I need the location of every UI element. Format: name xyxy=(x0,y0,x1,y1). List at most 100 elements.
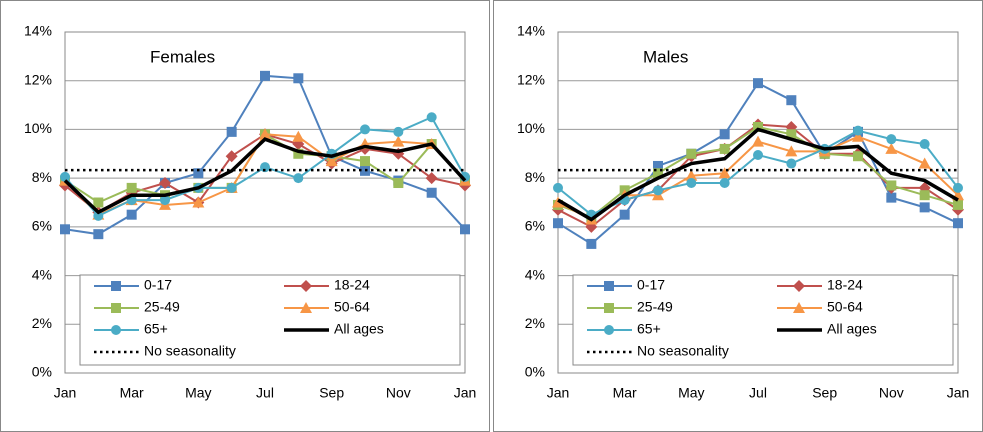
marker xyxy=(60,171,70,182)
marker xyxy=(293,148,304,159)
y-tick-label: 14% xyxy=(24,23,52,39)
marker xyxy=(786,129,797,140)
marker xyxy=(460,224,470,235)
x-tick-label: Sep xyxy=(319,385,344,401)
marker xyxy=(604,325,614,335)
y-tick-label: 10% xyxy=(24,120,52,136)
x-tick-label: Jan xyxy=(54,385,77,401)
y-tick-label: 12% xyxy=(517,71,545,87)
panel-border xyxy=(0,0,490,432)
y-tick-label: 4% xyxy=(525,266,545,282)
marker xyxy=(752,135,764,147)
marker xyxy=(793,280,805,292)
marker xyxy=(853,151,863,162)
marker xyxy=(885,142,898,154)
marker xyxy=(653,160,663,171)
x-tick-label: Jul xyxy=(749,385,767,401)
marker xyxy=(886,134,897,145)
legend-label: 0-17 xyxy=(144,277,172,293)
marker xyxy=(260,162,270,173)
legend-label: 65+ xyxy=(637,321,661,337)
marker xyxy=(126,209,137,220)
marker xyxy=(426,187,437,198)
y-tick-label: 4% xyxy=(32,266,52,282)
marker xyxy=(653,168,663,179)
marker xyxy=(919,139,930,150)
legend-label: 0-17 xyxy=(637,277,665,293)
y-tick-label: 2% xyxy=(32,315,52,331)
marker xyxy=(953,182,963,193)
marker xyxy=(300,280,312,292)
x-tick-label: Sep xyxy=(812,385,837,401)
x-tick-label: Jul xyxy=(256,385,274,401)
legend-label: 50-64 xyxy=(334,299,370,315)
marker xyxy=(753,78,763,89)
marker xyxy=(93,210,104,221)
marker xyxy=(753,150,763,161)
marker xyxy=(300,302,312,313)
y-tick-label: 8% xyxy=(525,169,545,185)
marker xyxy=(553,182,563,193)
y-tick-label: 8% xyxy=(32,169,52,185)
legend-label: 18-24 xyxy=(827,277,863,293)
marker xyxy=(292,130,305,142)
marker xyxy=(753,121,763,132)
marker xyxy=(604,281,614,291)
marker xyxy=(586,238,597,249)
chart-title: Females xyxy=(150,47,215,66)
marker xyxy=(426,112,437,123)
chart-title: Males xyxy=(643,47,688,66)
marker xyxy=(111,303,121,313)
legend-label: 50-64 xyxy=(827,299,863,315)
marker xyxy=(718,167,731,179)
marker xyxy=(685,169,698,181)
marker xyxy=(293,73,304,84)
y-tick-label: 6% xyxy=(32,218,52,234)
legend-label: All ages xyxy=(827,321,877,337)
marker xyxy=(360,124,370,135)
marker xyxy=(160,195,170,206)
marker xyxy=(293,173,304,184)
marker xyxy=(953,218,963,229)
series-line xyxy=(63,137,467,215)
marker xyxy=(886,180,897,191)
marker xyxy=(126,182,137,193)
legend-label: 18-24 xyxy=(334,277,370,293)
legend-label: 65+ xyxy=(144,321,168,337)
x-tick-label: Jan xyxy=(547,385,570,401)
series-line xyxy=(557,127,959,222)
marker xyxy=(786,158,797,169)
x-tick-label: Mar xyxy=(120,385,144,401)
marker xyxy=(425,172,438,185)
marker xyxy=(719,178,730,189)
legend-label: No seasonality xyxy=(637,343,729,359)
marker xyxy=(93,229,104,240)
marker xyxy=(786,95,797,106)
y-tick-label: 14% xyxy=(517,23,545,39)
marker xyxy=(604,303,614,313)
y-tick-label: 12% xyxy=(24,71,52,87)
x-tick-label: May xyxy=(678,385,704,401)
marker xyxy=(686,178,697,189)
marker xyxy=(226,126,237,137)
legend-label: No seasonality xyxy=(144,343,236,359)
marker xyxy=(111,325,121,335)
legend-label: All ages xyxy=(334,321,384,337)
y-tick-label: 10% xyxy=(517,120,545,136)
marker xyxy=(793,302,805,313)
y-tick-label: 2% xyxy=(525,315,545,331)
x-tick-label: Jan xyxy=(454,385,477,401)
marker xyxy=(619,209,630,220)
marker xyxy=(392,135,405,147)
panel-border xyxy=(493,0,983,432)
x-tick-label: Mar xyxy=(613,385,637,401)
marker xyxy=(60,224,70,235)
marker xyxy=(192,196,205,208)
x-tick-label: May xyxy=(185,385,211,401)
marker xyxy=(953,199,963,210)
series-line xyxy=(64,74,466,236)
y-tick-label: 0% xyxy=(525,364,545,380)
marker xyxy=(360,156,370,167)
x-tick-label: Nov xyxy=(879,385,904,401)
marker xyxy=(852,130,864,142)
